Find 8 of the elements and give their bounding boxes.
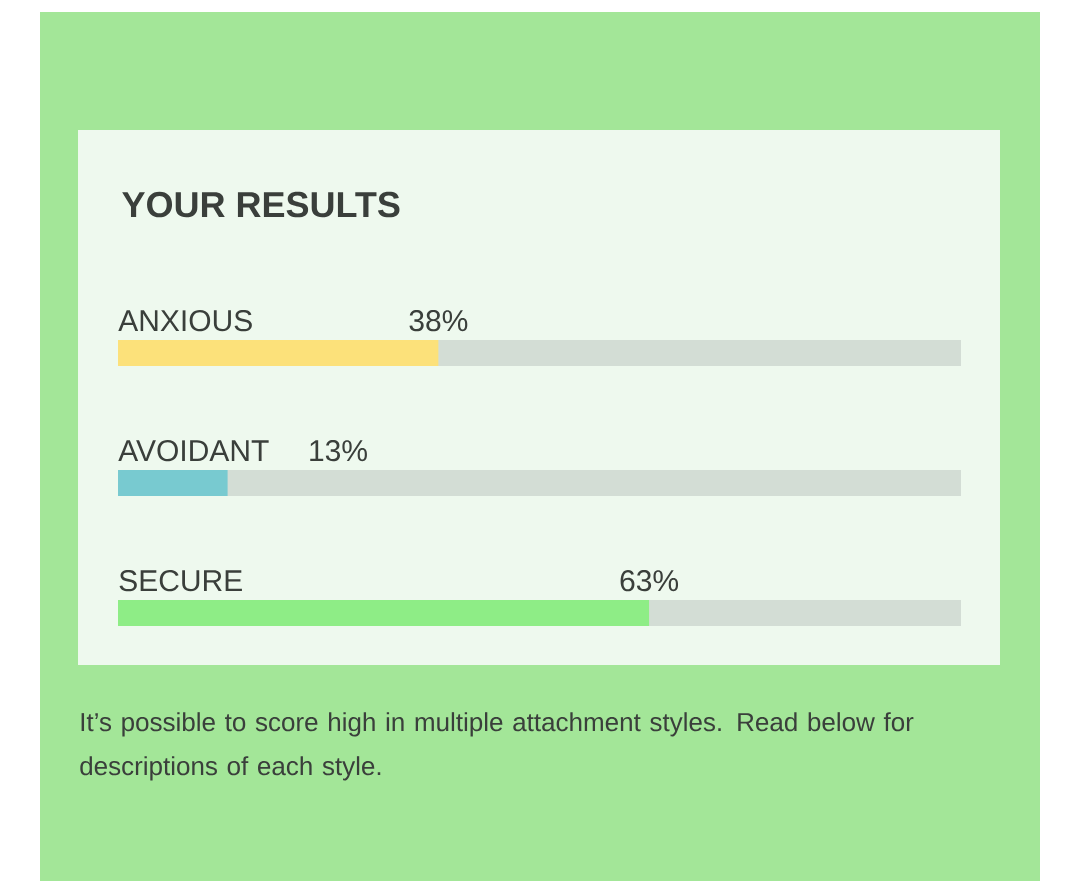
y-tick-label: SECURE [119, 570, 242, 592]
chart-title: YOUR RESULTS [122, 191, 400, 218]
y-tick-label: AVOIDANT [118, 440, 269, 462]
data-label: 13% [310, 440, 367, 462]
data-label: 38% [409, 310, 468, 332]
text: It’s possible to score high in multiple attachment styles. Read below for descriptions of each style. [80, 712, 914, 781]
data-label: 63% [620, 570, 679, 592]
y-tick-label: ANXIOUS [118, 310, 252, 332]
